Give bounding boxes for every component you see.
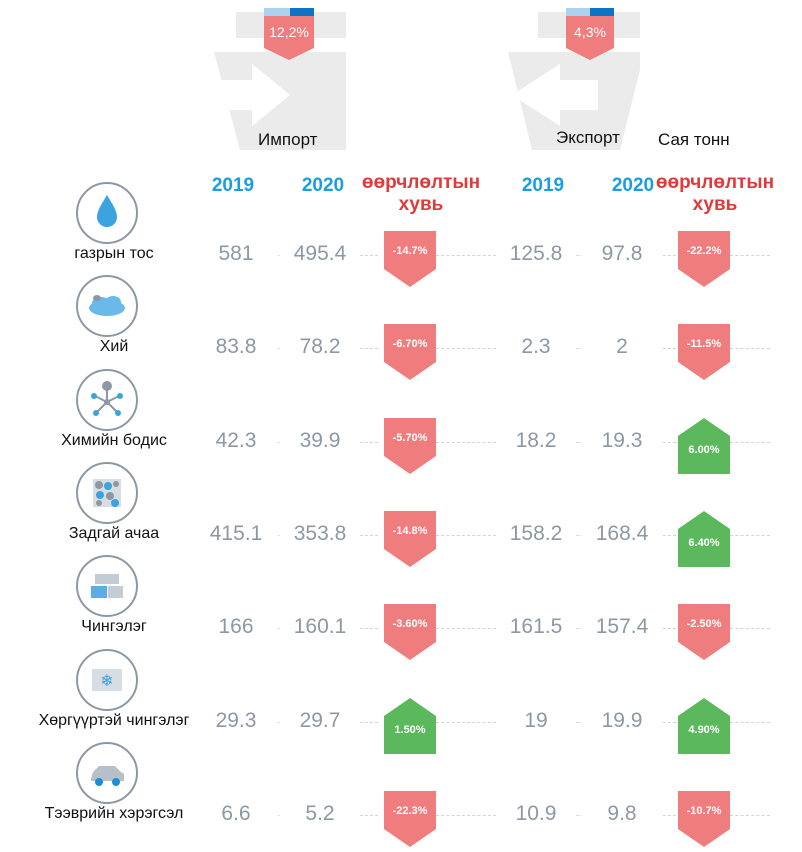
export-year-2019: 2019 <box>521 175 565 196</box>
guide-line <box>436 721 496 723</box>
guide-line <box>730 441 770 443</box>
import-year-2020: 2020 <box>301 175 345 196</box>
category-label: Тээврийн хэрэгсэл <box>44 804 184 822</box>
import-change-badge: -14.8% <box>384 510 436 567</box>
import-2020-value: 160.1 <box>280 615 360 640</box>
change-value: 1.50% <box>394 723 426 736</box>
change-value: -3.60% <box>392 618 428 631</box>
export-label: Экспорт <box>556 128 620 147</box>
export-2020-value: 19.9 <box>582 708 662 733</box>
category-label: Задгай ачаа <box>68 524 160 542</box>
import-total-change: 12,2% <box>269 24 309 40</box>
change-value: 6.40% <box>688 536 720 549</box>
export-year-2020: 2020 <box>611 175 655 196</box>
svg-text:❄: ❄ <box>100 671 113 690</box>
change-value: 6.00% <box>688 443 720 456</box>
export-2019-value: 158.2 <box>496 521 576 546</box>
guide-line <box>730 348 770 350</box>
import-2019-value: 6.6 <box>196 801 276 826</box>
import-change-badge: 1.50% <box>384 697 436 754</box>
export-2020-value: 9.8 <box>582 801 662 826</box>
import-change-header: өөрчлөлтын хувь <box>361 172 481 215</box>
guide-line <box>730 721 770 723</box>
export-2019-value: 161.5 <box>496 615 576 640</box>
refrigerated-container-icon: ❄ <box>75 648 139 712</box>
category-label: Химийн бодис <box>61 431 167 449</box>
import-2020-value: 5.2 <box>280 801 360 826</box>
guide-line <box>436 441 496 443</box>
export-change-badge: -22.2% <box>678 231 730 287</box>
change-value: -11.5% <box>686 338 722 351</box>
import-2020-value: 78.2 <box>280 335 360 360</box>
header-graphic <box>214 8 640 150</box>
export-change-badge: 4.90% <box>678 697 730 754</box>
export-2019-value: 10.9 <box>496 801 576 826</box>
guide-line <box>730 628 770 630</box>
import-change-badge: -6.70% <box>384 324 436 381</box>
import-year-2019: 2019 <box>211 175 255 196</box>
change-value: -6.70% <box>392 338 428 351</box>
import-2020-value: 495.4 <box>280 242 360 266</box>
change-value: -14.7% <box>392 245 428 257</box>
import-2019-value: 42.3 <box>196 428 276 453</box>
import-2019-value: 415.1 <box>196 521 276 546</box>
export-change-badge: 6.00% <box>678 417 730 474</box>
import-label: Импорт <box>258 130 318 149</box>
bulk-cargo-icon <box>75 461 139 525</box>
category-label: Хий <box>99 338 129 356</box>
import-2019-value: 29.3 <box>196 708 276 733</box>
guide-line <box>436 628 496 630</box>
export-total-change: 4,3% <box>574 24 606 40</box>
export-change-badge: -2.50% <box>678 604 730 661</box>
guide-line <box>436 534 496 536</box>
car-icon <box>75 741 139 805</box>
export-change-badge: -10.7% <box>678 790 730 847</box>
change-value: 4.90% <box>688 723 720 736</box>
guide-line <box>436 348 496 350</box>
import-arrow-icon <box>214 8 346 150</box>
category-label: газрын тос <box>74 245 154 262</box>
guide-line <box>730 255 770 256</box>
export-2019-value: 125.8 <box>496 242 576 266</box>
unit-label: Сая тонн <box>658 130 730 149</box>
import-change-badge: -14.7% <box>384 231 436 287</box>
change-value: -14.8% <box>392 524 428 537</box>
category-label: Чингэлэг <box>81 618 147 636</box>
import-2019-value: 83.8 <box>196 335 276 360</box>
guide-line <box>436 255 496 256</box>
import-2020-value: 353.8 <box>280 521 360 546</box>
guide-line <box>436 814 496 816</box>
export-2020-value: 2 <box>582 335 662 360</box>
guide-line <box>730 534 770 536</box>
import-2019-value: 581 <box>196 242 276 266</box>
export-change-badge: 6.40% <box>678 510 730 567</box>
export-arrow-icon <box>508 8 640 150</box>
export-2019-value: 2.3 <box>496 335 576 360</box>
export-2019-value: 18.2 <box>496 428 576 453</box>
export-2020-value: 19.3 <box>582 428 662 453</box>
export-change-badge: -11.5% <box>678 324 730 381</box>
import-change-badge: -3.60% <box>384 604 436 661</box>
export-2020-value: 168.4 <box>582 521 662 546</box>
export-change-header: өөрчлөлтын хувь <box>655 172 775 215</box>
export-2019-value: 19 <box>496 708 576 733</box>
chemical-molecule-icon <box>75 368 139 432</box>
import-2019-value: 166 <box>196 615 276 640</box>
change-value: -5.70% <box>392 431 428 444</box>
import-change-badge: -5.70% <box>384 417 436 474</box>
import-2020-value: 39.9 <box>280 428 360 453</box>
oil-drop-icon <box>75 181 139 245</box>
category-label: Хөргүүртэй чингэлэг <box>38 711 190 729</box>
gas-cloud-icon <box>75 274 139 338</box>
import-change-badge: -22.3% <box>384 790 436 847</box>
container-icon <box>75 554 139 618</box>
change-value: -22.2% <box>686 245 722 257</box>
change-value: -2.50% <box>686 618 722 631</box>
guide-line <box>730 814 770 816</box>
change-value: -10.7% <box>686 804 722 817</box>
export-2020-value: 157.4 <box>582 615 662 640</box>
import-2020-value: 29.7 <box>280 708 360 733</box>
change-value: -22.3% <box>392 804 428 817</box>
export-2020-value: 97.8 <box>582 242 662 266</box>
